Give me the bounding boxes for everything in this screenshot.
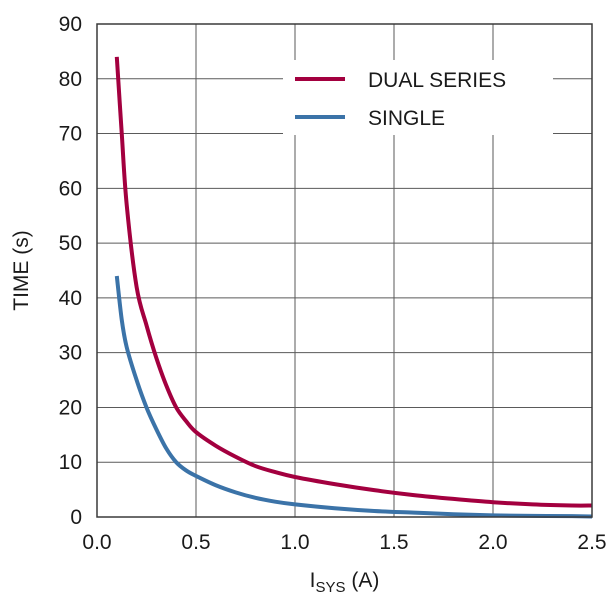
x-tick-label-5: 2.5 [577, 531, 606, 554]
y-tick-label-4: 40 [59, 287, 82, 310]
y-tick-label-0: 0 [70, 506, 82, 529]
x-tick-label-2: 1.0 [280, 531, 309, 554]
series-line-dual-series [114, 56, 593, 508]
x-axis-label: ISYS (A) [310, 569, 380, 596]
x-tick-label-1: 0.5 [181, 531, 210, 554]
x-tick-label-4: 2.0 [478, 531, 507, 554]
legend: DUAL SERIES SINGLE [283, 60, 553, 135]
y-tick-label-5: 50 [59, 232, 82, 255]
x-axis-label-unit: (A) [346, 569, 380, 592]
legend-label-single: SINGLE [368, 107, 445, 130]
y-tick-label-6: 60 [59, 177, 82, 200]
series-line-single [114, 275, 593, 519]
x-axis-label-main: I [310, 569, 316, 592]
x-tick-labels: 0.0 0.5 1.0 1.5 2.0 2.5 [82, 531, 606, 554]
y-tick-labels: 0 10 20 30 40 50 60 70 80 90 [59, 13, 82, 529]
x-tick-label-0: 0.0 [82, 531, 111, 554]
series-lines [114, 56, 593, 519]
y-tick-label-3: 30 [59, 342, 82, 365]
legend-background [283, 60, 553, 135]
y-tick-label-2: 20 [59, 396, 82, 419]
y-tick-label-8: 80 [59, 68, 82, 91]
x-tick-label-3: 1.5 [379, 531, 408, 554]
y-tick-label-7: 70 [59, 123, 82, 146]
y-tick-label-9: 90 [59, 13, 82, 36]
plot-frame [96, 23, 593, 518]
x-axis-label-subscript: SYS [316, 579, 346, 596]
y-axis-label: TIME (s) [10, 230, 33, 310]
y-tick-label-1: 10 [59, 451, 82, 474]
legend-label-dual-series: DUAL SERIES [368, 69, 506, 92]
